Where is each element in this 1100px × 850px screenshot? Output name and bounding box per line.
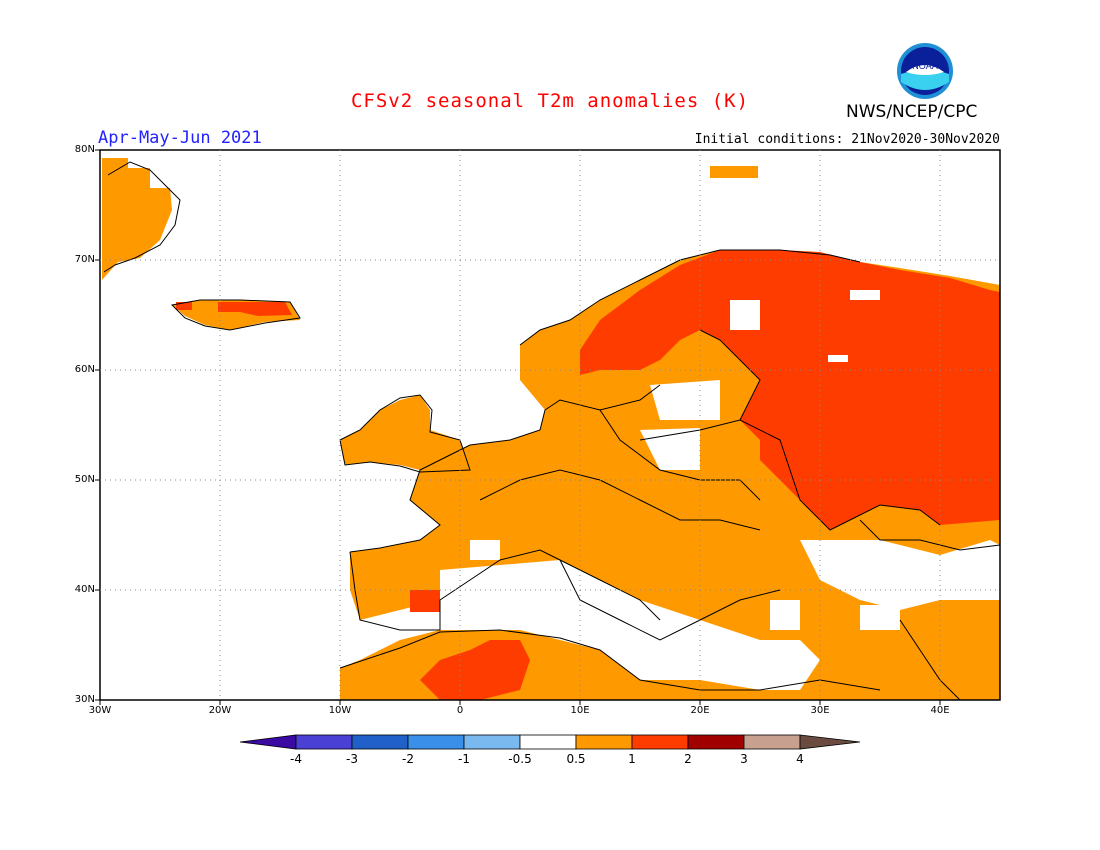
initial-conditions-label: Initial conditions: 21Nov2020-30Nov2020 <box>694 132 1000 147</box>
colorbar-arrow-right <box>799 734 861 750</box>
colorbar-bin <box>743 734 801 750</box>
lon-tick-label: 10E <box>570 705 590 716</box>
lon-tick-label: 40E <box>930 705 950 716</box>
lon-tick-label: 20E <box>690 705 710 716</box>
colorbar-label: 0.5 <box>566 752 586 766</box>
coastlines <box>103 161 1001 701</box>
colorbar-label: 3 <box>740 752 748 766</box>
map-title: CFSv2 seasonal T2m anomalies (K) <box>350 90 750 112</box>
agency-label: NWS/NCEP/CPC <box>846 102 978 122</box>
colorbar-bin <box>575 734 633 750</box>
gridlines <box>100 150 1000 700</box>
colorbar-bin <box>687 734 745 750</box>
plot-frame <box>99 149 1001 701</box>
lat-tick-label: 80N <box>74 144 95 155</box>
colorbar-arrow-left <box>239 734 297 750</box>
colorbar-bin <box>351 734 409 750</box>
colorbar-label: -1 <box>458 752 470 766</box>
lon-tick-label: 0 <box>456 705 464 716</box>
lon-tick-label: 30W <box>88 705 112 716</box>
colorbar-label: -4 <box>290 752 302 766</box>
colorbar-label: 4 <box>796 752 804 766</box>
colorbar-label: 1 <box>628 752 636 766</box>
colorbar <box>239 734 861 750</box>
colorbar-bin <box>631 734 689 750</box>
logo-text: NOAA <box>912 61 938 71</box>
colorbar-bin <box>295 734 353 750</box>
lon-tick-label: 10W <box>328 705 352 716</box>
lon-tick-label: 30E <box>810 705 830 716</box>
land-fill <box>102 158 1000 700</box>
period-label: Apr-May-Jun 2021 <box>98 128 262 148</box>
colorbar-bin <box>463 734 521 750</box>
colorbar-label: 2 <box>684 752 692 766</box>
colorbar-bin <box>519 734 577 750</box>
lon-tick-label: 20W <box>208 705 232 716</box>
lat-tick-label: 50N <box>74 474 95 485</box>
lat-tick-label: 30N <box>74 694 95 705</box>
colorbar-label: -0.5 <box>508 752 532 766</box>
lat-tick-label: 40N <box>74 584 95 595</box>
colorbar-label: -2 <box>402 752 414 766</box>
lat-tick-label: 60N <box>74 364 95 375</box>
noaa-logo-icon: NOAA <box>897 43 953 99</box>
lat-tick-label: 70N <box>74 254 95 265</box>
colorbar-label: -3 <box>346 752 358 766</box>
tick-marks <box>95 149 941 705</box>
colorbar-bin <box>407 734 465 750</box>
